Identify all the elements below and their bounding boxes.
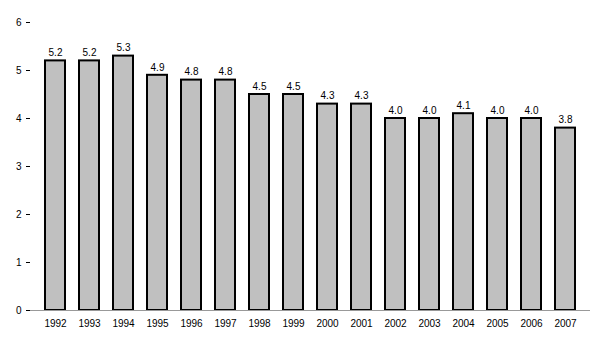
svg-text:2004: 2004: [452, 318, 475, 329]
svg-text:2: 2: [16, 209, 22, 220]
svg-text:4.0: 4.0: [423, 105, 437, 116]
svg-text:4.5: 4.5: [287, 81, 301, 92]
svg-text:1997: 1997: [214, 318, 237, 329]
svg-text:4.0: 4.0: [491, 105, 505, 116]
svg-text:4.8: 4.8: [219, 66, 233, 77]
svg-text:5.3: 5.3: [117, 42, 131, 53]
svg-text:1993: 1993: [78, 318, 101, 329]
svg-text:4.5: 4.5: [253, 81, 267, 92]
svg-text:4.0: 4.0: [525, 105, 539, 116]
svg-text:0: 0: [16, 305, 22, 316]
svg-text:4.0: 4.0: [389, 105, 403, 116]
svg-text:5: 5: [16, 65, 22, 76]
svg-text:1992: 1992: [44, 318, 67, 329]
svg-text:1996: 1996: [180, 318, 203, 329]
svg-text:2000: 2000: [316, 318, 339, 329]
svg-text:1994: 1994: [112, 318, 135, 329]
svg-text:2006: 2006: [520, 318, 543, 329]
svg-text:5.2: 5.2: [49, 47, 63, 58]
svg-text:2002: 2002: [384, 318, 407, 329]
svg-text:1: 1: [16, 257, 22, 268]
svg-text:6: 6: [16, 17, 22, 28]
svg-text:4: 4: [16, 113, 22, 124]
svg-text:1995: 1995: [146, 318, 169, 329]
svg-text:2001: 2001: [350, 318, 373, 329]
svg-text:1999: 1999: [282, 318, 305, 329]
svg-text:5.2: 5.2: [83, 47, 97, 58]
svg-text:2007: 2007: [554, 318, 577, 329]
svg-text:2003: 2003: [418, 318, 441, 329]
svg-text:4.1: 4.1: [457, 100, 471, 111]
svg-text:1998: 1998: [248, 318, 271, 329]
svg-text:2005: 2005: [486, 318, 509, 329]
svg-text:4.3: 4.3: [355, 90, 369, 101]
svg-text:4.3: 4.3: [321, 90, 335, 101]
svg-text:3: 3: [16, 161, 22, 172]
svg-text:4.9: 4.9: [151, 62, 165, 73]
svg-text:3.8: 3.8: [559, 114, 573, 125]
svg-text:4.8: 4.8: [185, 66, 199, 77]
